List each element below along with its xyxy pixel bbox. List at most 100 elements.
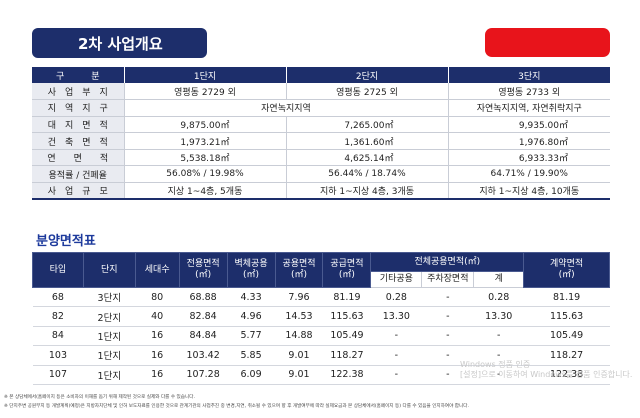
cell: 1단지 (83, 326, 136, 347)
overview-row-site: 사 업 부 지 영평동 2729 외 영평동 2725 외 영평동 2733 외 (32, 83, 610, 101)
project-overview-table: 구 분 1단지 2단지 3단지 사 업 부 지 영평동 2729 외 영평동 2… (32, 67, 610, 201)
overview-row-floor-area: 연 면 적 5,538.18㎡ 4,625.14㎡ 6,933.33㎡ (32, 149, 610, 167)
cell: 80 (135, 287, 180, 308)
cell: 영평동 2733 외 (447, 83, 610, 101)
row-label: 사 업 부 지 (32, 83, 124, 101)
cell: 1단지 (83, 365, 136, 385)
cell: - (421, 345, 474, 366)
cell: - (473, 365, 524, 385)
header-other-common: 기타공용 (370, 271, 423, 288)
cell: 0.28 (473, 287, 524, 308)
cell: 81.19 (322, 287, 371, 308)
footnote: ※ 단지주변 공원부지 등 개발계획(예정)은 지방자치단체 및 인허 보도자료… (4, 404, 469, 409)
cell: 4,625.14㎡ (285, 149, 448, 167)
header-complex: 단지 (82, 252, 136, 288)
cell: 6.09 (227, 365, 276, 385)
cell: 1,976.80㎡ (447, 132, 610, 150)
cell: 1,973.21㎡ (123, 132, 286, 150)
cell: 7,265.00㎡ (285, 116, 448, 134)
footnotes: ※ 본 상담체에서(홈페이지 등은 소비자의 이해를 돕기 위해 제작된 것으로… (4, 393, 469, 411)
cell: 122.38 (322, 365, 371, 385)
sale-area-table: 타입 단지 세대수 전용면적 (㎡) 벽체공용 (㎡) 공용면적 (㎡) 공급면… (32, 252, 610, 385)
cell: - (473, 345, 524, 366)
cell: 105.49 (322, 326, 371, 347)
cell: 84.84 (179, 326, 228, 347)
cell: 16 (135, 365, 180, 385)
cell: 13.30 (473, 306, 524, 327)
cell: 4.33 (227, 287, 276, 308)
cell: 9,935.00㎡ (447, 116, 610, 134)
cell: 7.96 (275, 287, 323, 308)
overview-row-ratio: 용적률 / 건폐율 56.08% / 19.98% 56.44% / 18.74… (32, 165, 610, 184)
cell: 64.71% / 19.90% (447, 165, 610, 184)
cell: 4.96 (227, 306, 276, 327)
overview-row-scale: 사 업 규 모 지상 1~4층, 5개동 지하 1~지상 4층, 3개동 지하 … (32, 182, 610, 201)
cell: 115.63 (523, 306, 610, 327)
cell: 82 (32, 306, 84, 327)
header-exclusive: 전용면적 (㎡) (178, 252, 228, 288)
cell: 지하 1~지상 4층, 10개동 (447, 182, 610, 201)
cell: - (370, 345, 422, 366)
cell: 14.53 (275, 306, 323, 327)
cell: 9.01 (275, 345, 323, 366)
cell: 107.28 (179, 365, 228, 385)
row-label: 사 업 규 모 (32, 182, 124, 201)
cell: 영평동 2725 외 (285, 83, 448, 101)
cell: 107 (32, 365, 84, 385)
header-households: 세대수 (134, 252, 180, 288)
cell: - (370, 365, 422, 385)
cell: - (421, 365, 474, 385)
header-type: 타입 (32, 252, 84, 288)
watermark-line: Windows 정품 인증 (460, 360, 531, 369)
cell: 5.77 (227, 326, 276, 347)
header-sum: 계 (473, 271, 525, 288)
table-row: 103 1단지 16 103.42 5.85 9.01 118.27- - -118.27 (32, 345, 610, 366)
cell: 3단지 (83, 287, 136, 308)
cell: 122.38 (523, 365, 610, 385)
cell: 82.84 (179, 306, 228, 327)
cell: 0.28 (370, 287, 422, 308)
cell: 56.08% / 19.98% (123, 165, 286, 184)
cell: 84 (32, 326, 84, 347)
row-label: 건 축 면 적 (32, 132, 124, 150)
table-row: 68 3단지 80 68.88 4.33 7.96 81.19 0.28-0.28 81.19 (32, 287, 610, 308)
header-complex-1: 1단지 (123, 67, 286, 83)
cell: 1,361.60㎡ (285, 132, 448, 150)
header-total-common: 전체공용면적(㎡) (370, 252, 525, 272)
sale-header-row: 타입 단지 세대수 전용면적 (㎡) 벽체공용 (㎡) 공용면적 (㎡) 공급면… (32, 252, 610, 288)
cell: 68 (32, 287, 84, 308)
table-row: 82 2단지 40 82.84 4.96 14.53 115.63 13.30-13.30 11… (32, 306, 610, 327)
cell: 9,875.00㎡ (123, 116, 286, 134)
overview-row-zone: 지 역 지 구 자연녹지지역 자연녹지지역, 자연취락지구 (32, 99, 610, 117)
header-supply: 공급면적 (㎡) (322, 252, 372, 288)
cell: 105.49 (523, 326, 610, 347)
red-badge (485, 28, 610, 57)
cell: 자연녹지지역 (123, 99, 448, 117)
table-row: 84 1단지 16 84.84 5.77 14.88 105.49- - -105.49 (32, 326, 610, 347)
table-row: 107 1단지 16 107.28 6.09 9.01 122.38- - -122.38 (32, 365, 610, 385)
cell: 13.30 (370, 306, 422, 327)
sale-subheader-row: 기타공용 주차장면적 계 (33, 271, 610, 288)
cell: 16 (135, 345, 180, 366)
cell: 지상 1~4층, 5개동 (123, 182, 286, 201)
cell: 118.27 (322, 345, 371, 366)
header-complex-2: 2단지 (285, 67, 448, 83)
row-label: 연 면 적 (32, 149, 124, 167)
activation-watermark: Windows 정품 인증 [설정]으로 이동하여 Windows를 정품 인증… (460, 360, 632, 380)
cell: 103 (32, 345, 84, 366)
overview-row-building-area: 건 축 면 적 1,973.21㎡ 1,361.60㎡ 1,976.80㎡ (32, 132, 610, 150)
cell: 16 (135, 326, 180, 347)
header-common: 공용면적 (㎡) (274, 252, 324, 288)
cell: 40 (135, 306, 180, 327)
cell: 103.42 (179, 345, 228, 366)
header-category: 구 분 (32, 67, 124, 83)
cell: 1단지 (83, 345, 136, 366)
cell: 영평동 2729 외 (123, 83, 286, 101)
cell: 9.01 (275, 365, 323, 385)
section-title-overview: 2차 사업개요 (32, 28, 207, 58)
cell: - (421, 287, 474, 308)
cell: - (421, 326, 474, 347)
cell: 56.44% / 18.74% (285, 165, 448, 184)
header-contract: 계약면적 (㎡) (523, 252, 610, 288)
header-parking: 주차장면적 (421, 271, 475, 288)
